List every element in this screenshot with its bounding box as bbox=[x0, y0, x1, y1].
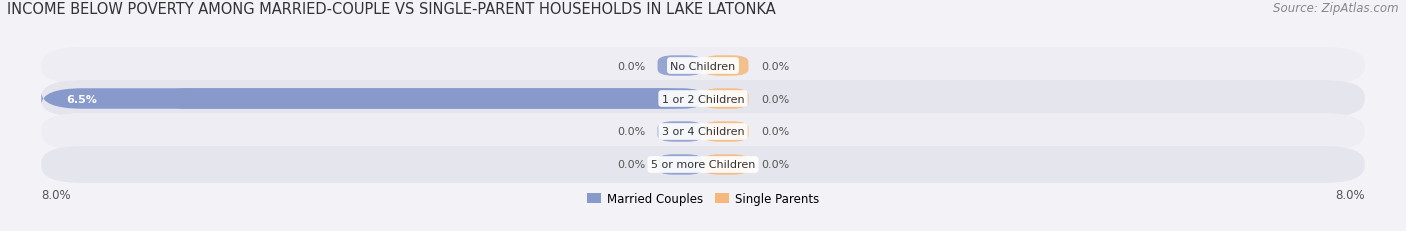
FancyBboxPatch shape bbox=[658, 122, 703, 142]
Text: 8.0%: 8.0% bbox=[41, 188, 70, 201]
Text: 0.0%: 0.0% bbox=[761, 127, 789, 137]
Text: 6.5%: 6.5% bbox=[66, 94, 97, 104]
FancyBboxPatch shape bbox=[703, 89, 748, 109]
Text: 0.0%: 0.0% bbox=[617, 160, 645, 170]
Text: 0.0%: 0.0% bbox=[761, 94, 789, 104]
Text: 0.0%: 0.0% bbox=[761, 61, 789, 71]
Text: INCOME BELOW POVERTY AMONG MARRIED-COUPLE VS SINGLE-PARENT HOUSEHOLDS IN LAKE LA: INCOME BELOW POVERTY AMONG MARRIED-COUPL… bbox=[7, 2, 776, 17]
FancyBboxPatch shape bbox=[41, 114, 1365, 150]
Legend: Married Couples, Single Parents: Married Couples, Single Parents bbox=[582, 188, 824, 210]
Text: 8.0%: 8.0% bbox=[1336, 188, 1365, 201]
FancyBboxPatch shape bbox=[41, 146, 1365, 183]
Text: 0.0%: 0.0% bbox=[617, 127, 645, 137]
Text: 5 or more Children: 5 or more Children bbox=[651, 160, 755, 170]
FancyBboxPatch shape bbox=[703, 155, 748, 175]
FancyBboxPatch shape bbox=[658, 155, 703, 175]
Text: No Children: No Children bbox=[671, 61, 735, 71]
Text: 1 or 2 Children: 1 or 2 Children bbox=[662, 94, 744, 104]
FancyBboxPatch shape bbox=[41, 89, 703, 109]
FancyBboxPatch shape bbox=[41, 81, 1365, 117]
FancyBboxPatch shape bbox=[703, 122, 748, 142]
Text: 0.0%: 0.0% bbox=[617, 61, 645, 71]
FancyBboxPatch shape bbox=[658, 56, 703, 76]
Text: 0.0%: 0.0% bbox=[761, 160, 789, 170]
Text: 3 or 4 Children: 3 or 4 Children bbox=[662, 127, 744, 137]
FancyBboxPatch shape bbox=[703, 56, 748, 76]
Text: Source: ZipAtlas.com: Source: ZipAtlas.com bbox=[1274, 2, 1399, 15]
FancyBboxPatch shape bbox=[166, 89, 703, 109]
FancyBboxPatch shape bbox=[41, 48, 1365, 85]
